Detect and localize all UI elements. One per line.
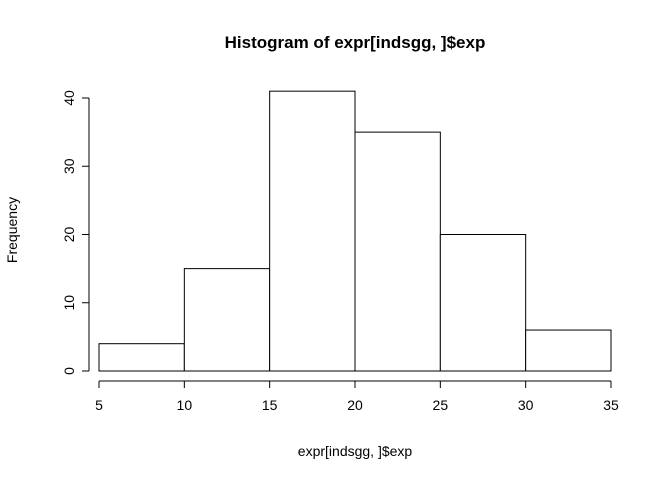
- y-axis: 0 10 20 30 40: [61, 90, 90, 375]
- histogram-bar-3: [354, 131, 441, 372]
- y-tick-label-2: 20: [61, 227, 77, 243]
- histogram-bar-4: [439, 234, 527, 372]
- histogram-bar-1: [183, 268, 271, 372]
- x-tick-label-5: 30: [518, 397, 534, 413]
- x-axis-label: expr[indsgg, ]$exp: [298, 443, 413, 459]
- histogram-bar-5: [525, 329, 612, 372]
- x-tick-label-1: 10: [177, 397, 193, 413]
- y-tick-label-4: 40: [61, 90, 77, 106]
- x-tick-label-4: 25: [433, 397, 449, 413]
- x-tick-label-2: 15: [262, 397, 278, 413]
- histogram-bar-0: [98, 343, 185, 372]
- y-tick-label-0: 0: [61, 367, 77, 375]
- y-tick-label-1: 10: [61, 295, 77, 311]
- histogram-bar-2: [269, 90, 356, 372]
- x-tick-label-6: 35: [603, 397, 619, 413]
- x-tick-label-3: 20: [347, 397, 363, 413]
- bars-group: [98, 90, 612, 372]
- y-axis-label: Frequency: [4, 197, 20, 263]
- chart-title: Histogram of expr[indsgg, ]$exp: [225, 33, 486, 52]
- x-axis: 5 10 15 20 25 30 35: [95, 380, 619, 413]
- y-tick-label-3: 30: [61, 158, 77, 174]
- x-tick-label-0: 5: [95, 397, 103, 413]
